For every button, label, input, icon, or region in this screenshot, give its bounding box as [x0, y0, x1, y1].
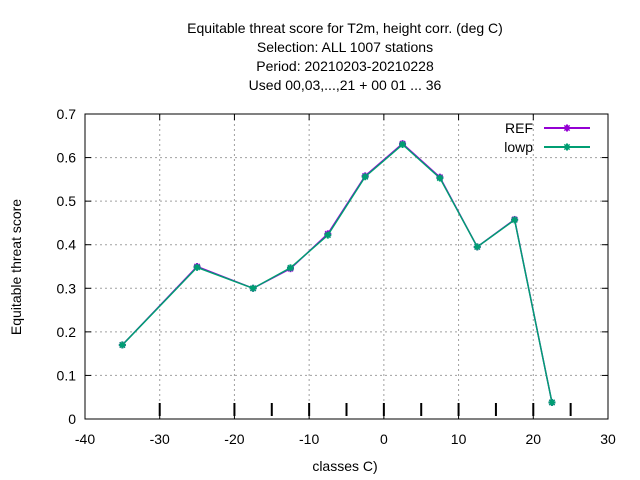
y-tick-label: 0.3	[57, 280, 77, 296]
data-point-lowp	[287, 264, 294, 271]
series-line-ref	[121, 142, 553, 403]
series-lowp	[118, 141, 556, 406]
x-tick-label: 30	[600, 431, 616, 447]
y-tick-label: 0	[68, 411, 76, 427]
x-tick-label: -10	[299, 431, 319, 447]
legend-marker-ref	[563, 124, 571, 132]
data-point-lowp	[193, 264, 201, 271]
data-point-lowp	[399, 141, 406, 148]
data-point-lowp	[362, 173, 369, 180]
legend-marker-lowp	[563, 143, 571, 151]
data-point-lowp	[249, 285, 257, 292]
x-tick-label: 0	[380, 431, 388, 447]
axis-ticks	[84, 113, 609, 420]
x-axis-label: classes C)	[312, 458, 377, 474]
y-tick-label: 0.7	[57, 106, 77, 122]
plot-frame	[84, 113, 609, 420]
y-tick-label: 0.4	[57, 237, 77, 253]
y-tick-label: 0.6	[57, 150, 77, 166]
series-ref	[118, 140, 556, 406]
series-layer	[118, 140, 556, 406]
x-tick-label: 10	[451, 431, 467, 447]
legend: REF lowp	[504, 120, 590, 155]
title-line-3: Period: 20210203-20210228	[256, 58, 434, 74]
y-axis-label: Equitable threat score	[8, 199, 24, 335]
y-tick-label: 0.2	[57, 324, 77, 340]
x-tick-label: -40	[75, 431, 95, 447]
y-tick-label: 0.5	[57, 193, 77, 209]
data-point-lowp	[436, 174, 444, 182]
title-line-4: Used 00,03,...,21 + 00 01 ... 36	[249, 77, 442, 93]
y-tick-labels: 0 0.1 0.2 0.3 0.4 0.5 0.6 0.7	[57, 106, 77, 427]
data-point-lowp	[511, 216, 518, 224]
data-point-lowp	[324, 231, 331, 239]
series-line-lowp	[121, 143, 553, 403]
legend-label-ref: REF	[505, 120, 533, 136]
data-point-lowp	[548, 399, 556, 406]
x-tick-label: -20	[224, 431, 244, 447]
y-tick-label: 0.1	[57, 367, 77, 383]
data-point-lowp	[474, 243, 481, 251]
x-tick-labels: -40 -30 -20 -10 0 10 20 30	[75, 431, 616, 447]
x-tick-label: 20	[525, 431, 541, 447]
legend-label-lowp: lowp	[504, 139, 533, 155]
grid	[85, 114, 608, 419]
chart-title: Equitable threat score for T2m, height c…	[187, 20, 503, 93]
title-line-2: Selection: ALL 1007 stations	[257, 39, 433, 55]
x-tick-label: -30	[150, 431, 170, 447]
data-point-lowp	[119, 341, 126, 349]
title-line-1: Equitable threat score for T2m, height c…	[187, 20, 503, 36]
class-limit-ticks	[158, 403, 572, 416]
